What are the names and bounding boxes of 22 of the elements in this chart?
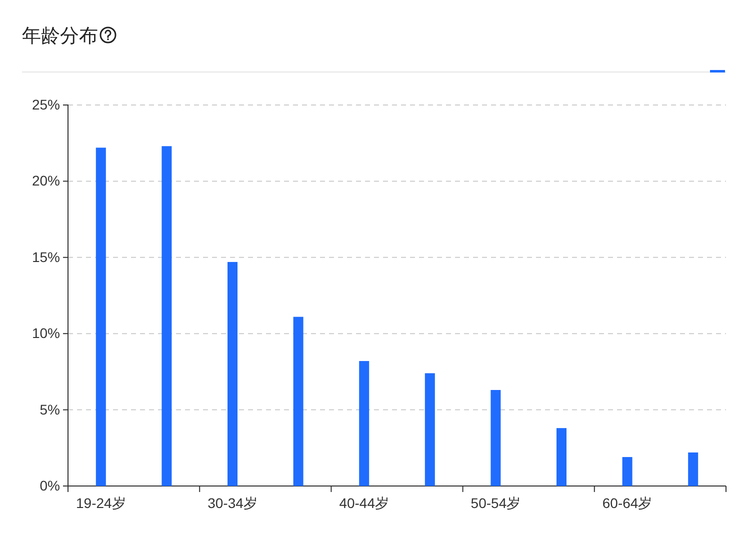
bar [359,361,370,486]
y-tick-label: 10% [32,325,60,342]
bar [293,316,304,486]
bar [424,373,435,486]
bar [228,262,238,486]
bar [490,390,501,486]
bar [96,148,106,486]
chart-title: 年龄分布 [22,25,98,47]
bar [622,457,632,486]
y-tick-label: 25% [32,96,60,112]
x-tick-label: 60-64岁 [602,494,652,511]
x-tick-label: 50-54岁 [470,494,521,511]
bar [556,428,566,486]
bar [688,452,698,486]
bar [162,146,172,486]
y-tick-label: 5% [40,401,60,418]
y-tick-label: 20% [32,172,60,189]
y-tick-label: 15% [32,248,60,265]
y-tick-label: 0% [40,477,60,494]
x-tick-label: 19-24岁 [76,494,126,511]
x-tick-label: 30-34岁 [208,494,258,511]
x-tick-label: 40-44岁 [339,494,390,511]
